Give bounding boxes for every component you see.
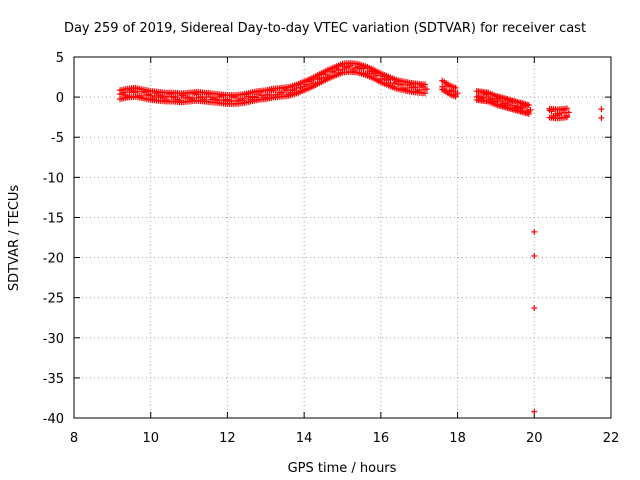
data-point [241, 95, 248, 102]
data-point [412, 84, 419, 91]
x-axis-label: GPS time / hours [288, 461, 397, 476]
data-point [151, 93, 158, 100]
data-point [563, 105, 570, 112]
data-point [189, 94, 196, 101]
chart-title: Day 259 of 2019, Sidereal Day-to-day VTE… [64, 21, 586, 36]
y-tick-label: -10 [43, 171, 64, 186]
data-point [531, 228, 538, 235]
data-point [452, 84, 459, 91]
data-point [525, 102, 532, 109]
grid-lines [74, 57, 611, 418]
axes: 8 10 12 14 16 18 20 22 5 0 -5 -10 -15 -20 -25 -30 -35 -40 [43, 51, 620, 446]
y-tick-label: -35 [43, 372, 64, 387]
data-point [565, 109, 572, 116]
data-point [147, 92, 154, 99]
data-point [563, 112, 570, 119]
x-tick-label: 10 [142, 431, 159, 446]
x-tick-label: 12 [219, 431, 236, 446]
data-point [454, 90, 461, 97]
y-tick-label: 5 [56, 51, 64, 66]
data-point [506, 102, 513, 109]
x-tick-label: 14 [296, 431, 313, 446]
data-point [228, 97, 235, 104]
x-tick-label: 22 [603, 431, 620, 446]
y-tick-label: 0 [56, 91, 64, 106]
data-point [531, 305, 538, 312]
data-point [480, 94, 487, 101]
plot-frame [73, 56, 612, 419]
x-tick-label: 8 [70, 431, 78, 446]
y-tick-label: -20 [43, 252, 64, 267]
data-point [134, 88, 141, 95]
data-points [117, 60, 605, 415]
y-axis-label: SDTVAR / TECUs [7, 185, 22, 292]
data-point [598, 106, 605, 113]
data-point [280, 89, 287, 96]
data-point [531, 408, 538, 415]
data-point [531, 252, 538, 259]
data-point [304, 81, 311, 88]
data-point [492, 98, 499, 105]
data-point [318, 74, 325, 81]
data-point [331, 68, 338, 75]
y-tick-label: -5 [51, 131, 64, 146]
data-point [598, 114, 605, 121]
data-point [423, 86, 430, 93]
data-point [322, 71, 329, 78]
y-tick-label: -25 [43, 292, 64, 307]
y-tick-label: -15 [43, 211, 64, 226]
data-point [266, 91, 273, 98]
x-tick-label: 20 [526, 431, 543, 446]
data-point [450, 88, 457, 95]
x-tick-label: 16 [373, 431, 390, 446]
x-tick-label: 18 [449, 431, 466, 446]
data-point [527, 106, 534, 113]
y-tick-label: -40 [43, 412, 64, 427]
y-tick-label: -30 [43, 332, 64, 347]
data-point [283, 87, 290, 94]
data-point [374, 72, 381, 79]
